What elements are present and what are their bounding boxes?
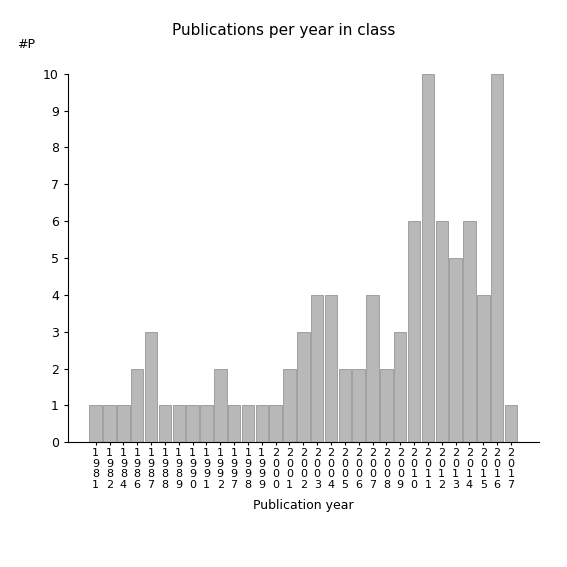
Bar [228, 405, 240, 442]
Bar [103, 405, 116, 442]
Bar [131, 369, 143, 442]
Bar [200, 405, 213, 442]
Bar [353, 369, 365, 442]
Bar [325, 295, 337, 442]
Bar [463, 221, 476, 442]
Bar [187, 405, 199, 442]
Bar [477, 295, 489, 442]
Bar [297, 332, 310, 442]
Bar [505, 405, 517, 442]
Bar [380, 369, 393, 442]
Bar [256, 405, 268, 442]
Bar [338, 369, 351, 442]
Bar [242, 405, 254, 442]
Text: Publications per year in class: Publications per year in class [172, 23, 395, 37]
X-axis label: Publication year: Publication year [253, 498, 354, 511]
Bar [145, 332, 157, 442]
Bar [408, 221, 420, 442]
Bar [394, 332, 407, 442]
Bar [172, 405, 185, 442]
Bar [422, 74, 434, 442]
Bar [284, 369, 296, 442]
Bar [366, 295, 379, 442]
Bar [214, 369, 226, 442]
Bar [450, 258, 462, 442]
Bar [90, 405, 102, 442]
Text: #P: #P [17, 38, 35, 51]
Bar [435, 221, 448, 442]
Bar [159, 405, 171, 442]
Bar [269, 405, 282, 442]
Bar [491, 74, 503, 442]
Bar [311, 295, 323, 442]
Bar [117, 405, 130, 442]
